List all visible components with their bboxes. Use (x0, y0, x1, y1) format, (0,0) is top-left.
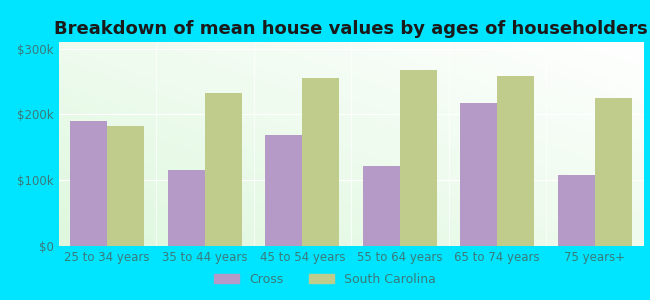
Bar (168, 170, 205, 246)
Bar (595, 98, 632, 246)
Title: Breakdown of mean house values by ages of householders: Breakdown of mean house values by ages o… (54, 20, 648, 38)
Bar (400, 70, 437, 246)
Bar (558, 175, 595, 246)
Bar (265, 135, 302, 246)
Bar (70, 121, 107, 246)
Bar (460, 103, 497, 246)
Bar (205, 93, 242, 246)
Bar (302, 78, 339, 246)
Bar (107, 126, 144, 246)
Bar (497, 76, 534, 246)
Bar (363, 166, 400, 246)
Legend: Cross, South Carolina: Cross, South Carolina (209, 268, 441, 291)
